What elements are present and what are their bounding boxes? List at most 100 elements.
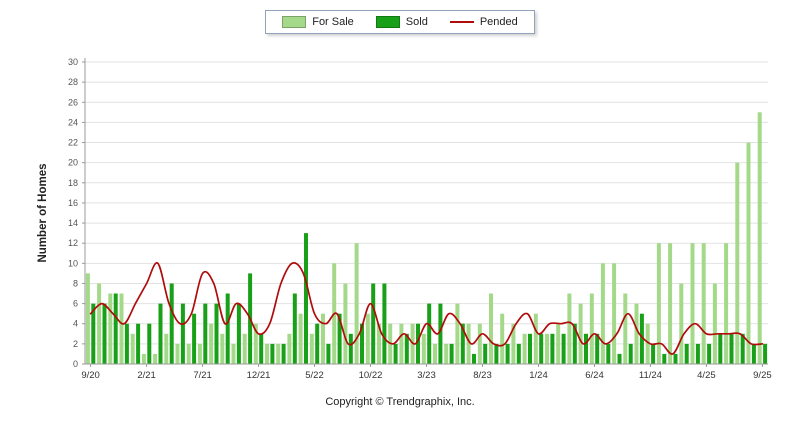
pended-line-swatch-icon [449, 21, 474, 23]
bar-for-sale [209, 323, 214, 364]
bar-sold [438, 303, 443, 364]
bar-for-sale [321, 313, 325, 364]
bar-sold [404, 333, 409, 364]
bar-for-sale [220, 333, 225, 364]
bar-for-sale [746, 142, 751, 364]
bar-sold [472, 353, 476, 364]
bar-sold [259, 333, 264, 364]
y-tick-label: 18 [68, 178, 78, 188]
x-tick-label: 6/24 [585, 370, 604, 381]
bar-for-sale [287, 333, 292, 364]
bar-for-sale [365, 313, 370, 364]
bar-sold [584, 333, 588, 364]
bar-sold [718, 333, 723, 364]
pended-line [89, 262, 764, 355]
y-axis-title: Number of Homes [37, 163, 49, 262]
bar-sold [427, 303, 432, 364]
bar-sold [348, 333, 353, 364]
bar-sold [595, 333, 600, 364]
bar-for-sale [186, 343, 191, 364]
pended-line-layer [89, 262, 764, 355]
x-tick-label: 12/21 [247, 370, 271, 381]
bar-for-sale [309, 333, 314, 364]
bar-for-sale [690, 243, 695, 364]
axis-layer: 9/20 2/21 7/21 12/21 5/22 10/22 3/23 8/23 1/24 6/… [81, 58, 772, 381]
legend-item-for-sale: For Sale [282, 16, 354, 28]
bar-sold [337, 313, 342, 364]
bar-sold [158, 303, 163, 364]
bar-sold [740, 333, 745, 364]
y-tick-label: 14 [68, 218, 78, 228]
bar-for-sale [522, 333, 527, 364]
bar-sold [684, 343, 689, 364]
bars-layer [85, 112, 768, 364]
bar-sold [270, 343, 275, 364]
bar-for-sale [265, 343, 269, 364]
bar-for-sale [701, 243, 706, 364]
bar-sold [460, 323, 465, 364]
bar-sold [606, 343, 611, 364]
bar-for-sale [141, 353, 146, 364]
bar-for-sale [757, 112, 762, 364]
bar-for-sale [712, 283, 717, 364]
y-tick-label: 12 [68, 238, 78, 248]
bar-sold [192, 313, 197, 364]
bar-sold [707, 343, 712, 364]
bar-sold [91, 303, 96, 364]
bar-for-sale [164, 333, 169, 364]
bar-for-sale [343, 283, 348, 364]
bar-for-sale [735, 162, 740, 364]
bar-for-sale [399, 323, 404, 364]
bar-sold [315, 323, 320, 364]
bar-sold [326, 343, 331, 364]
bar-sold [304, 233, 308, 364]
x-tick-label: 9/25 [753, 370, 772, 381]
bar-for-sale [612, 263, 617, 364]
bar-sold [102, 303, 107, 364]
bar-sold [639, 313, 644, 364]
bar-for-sale [634, 303, 639, 364]
bar-sold [729, 333, 734, 364]
bar-for-sale [489, 293, 493, 364]
bar-sold [539, 333, 544, 364]
bar-sold [617, 353, 622, 364]
y-tick-label: 30 [68, 57, 78, 67]
bar-for-sale [97, 283, 102, 364]
bar-sold [371, 283, 376, 364]
bar-sold [628, 343, 633, 364]
bar-for-sale [455, 303, 460, 364]
y-tick-label: 4 [73, 319, 78, 329]
bar-sold [214, 303, 219, 364]
bar-sold [695, 343, 700, 364]
bar-for-sale [276, 343, 281, 364]
bar-sold [449, 343, 454, 364]
bar-for-sale [511, 323, 516, 364]
bar-sold [662, 353, 667, 364]
bar-sold [483, 343, 488, 364]
bar-for-sale [645, 323, 650, 364]
copyright-text: Copyright © Trendgraphix, Inc. [325, 396, 475, 408]
bar-sold [147, 323, 152, 364]
y-tick-label: 8 [73, 278, 78, 288]
y-tick-label: 10 [68, 258, 78, 268]
bar-sold [292, 293, 297, 364]
bar-for-sale [231, 343, 236, 364]
legend-container: For Sale Sold Pended [0, 0, 800, 34]
y-tick-label: 28 [68, 77, 78, 87]
x-tick-label: 4/25 [697, 370, 716, 381]
bar-for-sale [197, 343, 202, 364]
bar-sold [416, 323, 420, 364]
bar-sold [561, 333, 566, 364]
x-tick-label: 9/20 [81, 370, 100, 381]
x-tick-label: 3/23 [417, 370, 436, 381]
sold-swatch-icon [375, 16, 400, 28]
legend-label-sold: Sold [405, 16, 428, 28]
bar-for-sale [444, 343, 449, 364]
bar-for-sale [433, 343, 437, 364]
bar-sold [763, 343, 768, 364]
legend-item-sold: Sold [375, 16, 428, 28]
bar-for-sale [556, 323, 561, 364]
